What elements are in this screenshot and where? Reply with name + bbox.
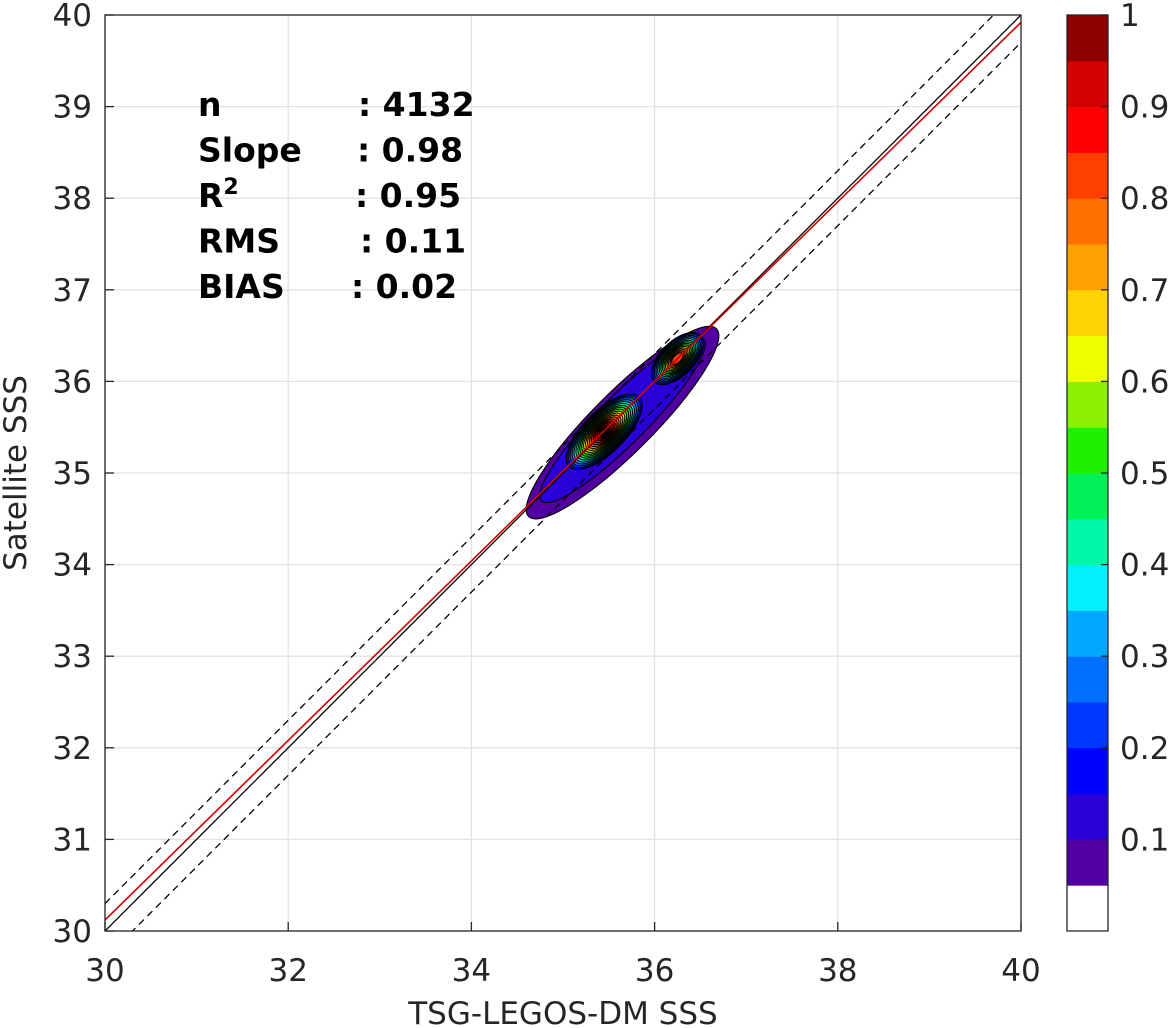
colorbar-segment [1067, 335, 1108, 382]
y-tick-label: 38 [53, 181, 92, 217]
line-1:1 [105, 15, 1021, 931]
colorbar-tick-label: 0.8 [1120, 181, 1169, 217]
stat-label: Slope [198, 131, 302, 170]
x-tick-label: 40 [1001, 953, 1040, 989]
x-tick-label: 30 [85, 953, 124, 989]
y-tick-label: 31 [53, 822, 92, 858]
stat-value: : 0.98 [357, 131, 463, 170]
x-axis-label: TSG-LEGOS-DM SSS [407, 996, 717, 1028]
colorbar-segment [1067, 885, 1108, 932]
colorbar-tick-label: 1 [1120, 0, 1140, 34]
colorbar-segment [1067, 610, 1108, 657]
y-tick-label: 33 [53, 639, 92, 675]
x-axis-ticks: 30 32 34 36 38 40 [85, 922, 1041, 989]
colorbar-tick-label: 0.2 [1120, 731, 1169, 767]
colorbar-tick-label: 0.7 [1120, 273, 1169, 309]
colorbar-segment [1067, 656, 1108, 703]
colorbar-segment [1067, 381, 1108, 428]
colorbar-tick-label: 0.3 [1120, 639, 1169, 675]
colorbar-segment [1067, 198, 1108, 245]
stat-label: R2 [198, 175, 239, 215]
colorbar: 0.1 0.2 0.3 0.4 0.5 0.6 0.7 0.8 0.9 1 [1066, 0, 1169, 932]
y-tick-label: 36 [53, 364, 92, 400]
stat-value: : 0.02 [351, 267, 457, 306]
colorbar-tick-label: 0.1 [1120, 822, 1169, 858]
colorbar-tick-label: 0.5 [1120, 456, 1169, 492]
y-tick-label: 32 [53, 731, 92, 767]
colorbar-segment [1067, 702, 1108, 749]
y-tick-label: 35 [53, 456, 92, 492]
y-axis-ticks: 30 31 32 33 34 35 36 37 38 39 40 [53, 0, 114, 950]
colorbar-segment [1067, 793, 1108, 840]
line-fit [105, 21, 1021, 921]
stat-label: n [198, 85, 222, 124]
colorbar-segment [1067, 244, 1108, 291]
colorbar-segment [1067, 289, 1108, 337]
y-axis-label: Satellite SSS [0, 375, 34, 571]
colorbar-segment [1067, 427, 1108, 474]
stat-label: BIAS [198, 267, 285, 306]
x-tick-label: 38 [818, 953, 857, 989]
grid [104, 14, 1022, 932]
colorbar-tick-label: 0.9 [1120, 90, 1169, 126]
colorbar-segment [1067, 106, 1108, 153]
y-tick-label: 40 [53, 0, 92, 34]
stat-value: : 0.11 [360, 222, 466, 261]
stat-value: : 0.95 [355, 176, 461, 215]
colorbar-segment [1067, 152, 1108, 199]
x-tick-label: 32 [268, 953, 307, 989]
colorbar-segment [1067, 60, 1108, 108]
colorbar-segment [1067, 15, 1108, 62]
colorbar-segment [1067, 839, 1108, 886]
y-tick-label: 39 [53, 90, 92, 126]
colorbar-segment [1067, 518, 1108, 566]
colorbar-segment [1067, 747, 1108, 795]
colorbar-segment [1067, 473, 1108, 520]
colorbar-segment [1067, 564, 1108, 611]
x-tick-label: 36 [635, 953, 674, 989]
y-tick-label: 30 [53, 914, 92, 950]
stats-annotation: n : 4132 Slope : 0.98 R2 : 0.95 RMS : 0.11 BIAS:… [198, 85, 475, 306]
colorbar-tick-label: 0.6 [1120, 364, 1169, 400]
stat-label: RMS [198, 222, 280, 261]
reference-lines [105, 15, 1021, 931]
x-tick-label: 34 [452, 953, 491, 989]
colorbar-tick-label: 0.4 [1120, 548, 1169, 584]
y-tick-label: 34 [53, 548, 92, 584]
y-tick-label: 37 [53, 273, 92, 309]
stat-value: : 4132 [358, 85, 475, 124]
